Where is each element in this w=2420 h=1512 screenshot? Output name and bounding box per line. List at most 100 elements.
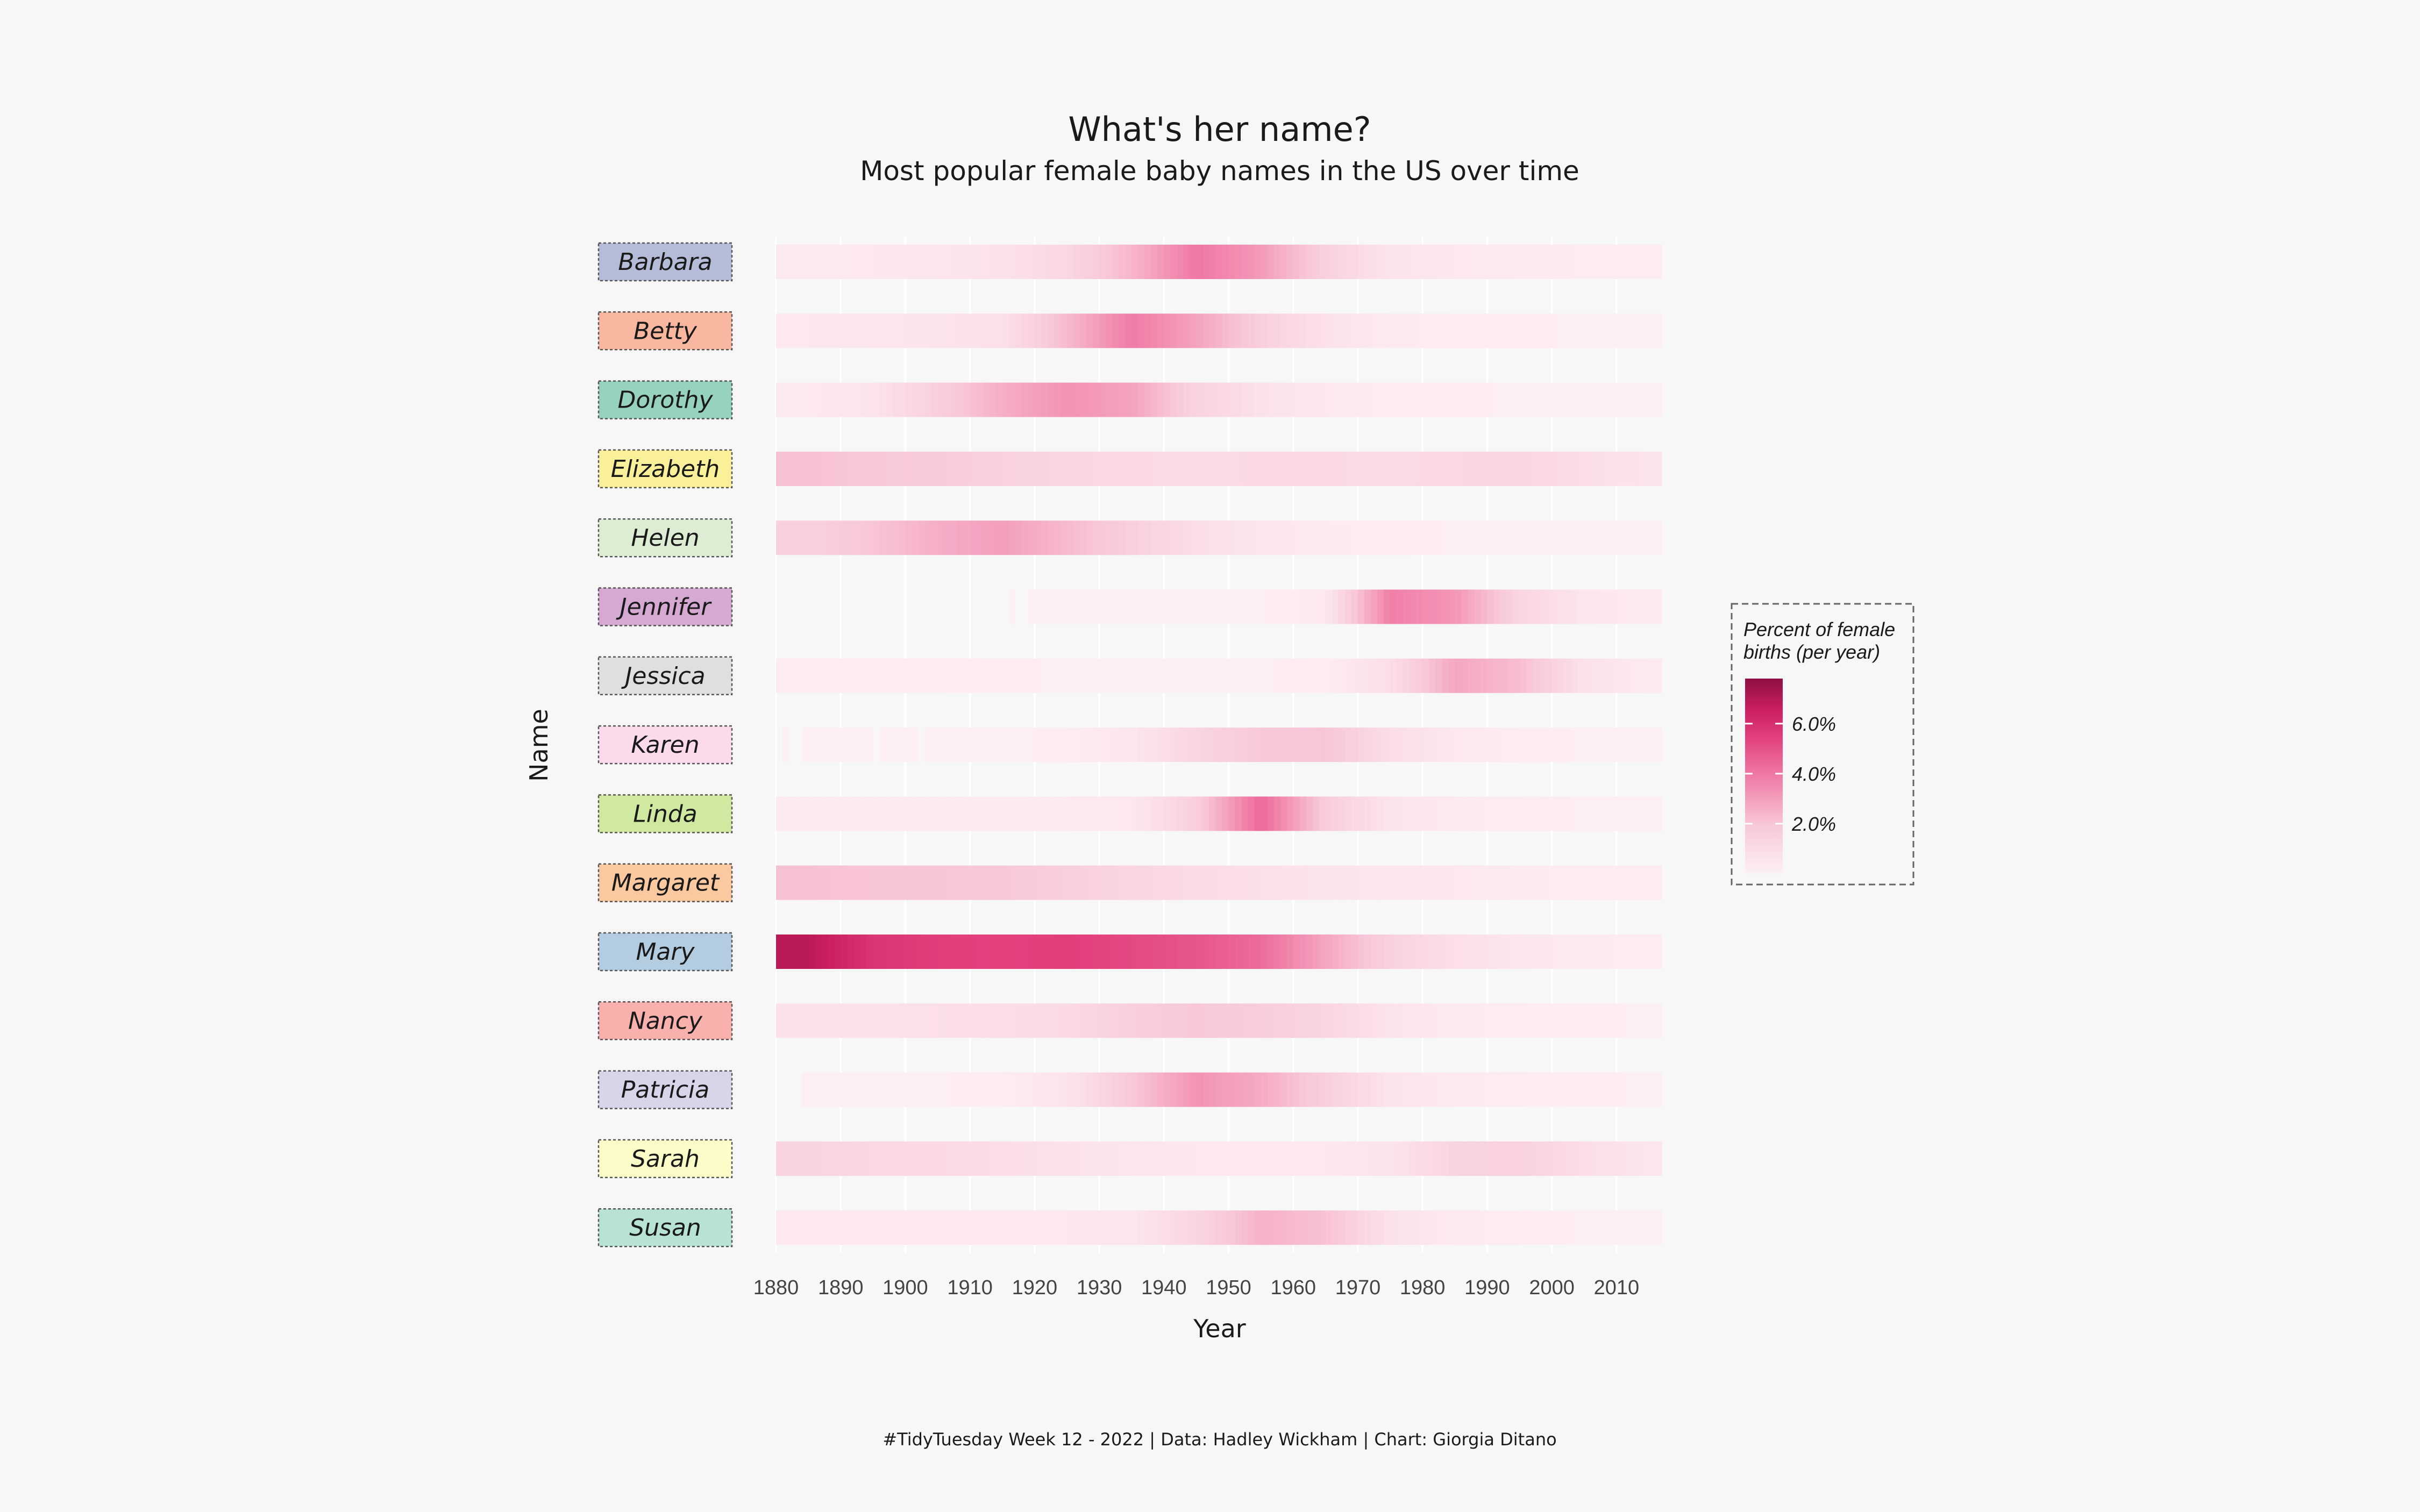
heat-cell: [1299, 313, 1307, 348]
heat-cell: [1558, 658, 1565, 693]
heat-cell: [1241, 1141, 1249, 1176]
heat-cell: [1299, 658, 1307, 693]
heat-cell: [1351, 245, 1358, 279]
heat-cell: [1170, 1141, 1177, 1176]
heat-cell: [1371, 865, 1378, 900]
heat-cell: [847, 1072, 854, 1107]
heat-cell: [1086, 658, 1093, 693]
heat-cell: [1131, 796, 1138, 831]
heat-cell: [983, 1141, 990, 1176]
heat-cell: [1622, 1072, 1630, 1107]
heat-cell: [1571, 935, 1578, 969]
heat-cell: [1073, 245, 1080, 279]
heat-cell: [1519, 451, 1527, 486]
heat-cell: [1448, 245, 1455, 279]
heat-cell: [1564, 728, 1572, 762]
heat-cell: [1635, 658, 1643, 693]
heat-cell: [1474, 1003, 1481, 1038]
heat-cell: [976, 520, 984, 555]
heat-cell: [873, 1141, 880, 1176]
heat-cell: [1448, 1072, 1455, 1107]
heat-cell: [1493, 935, 1501, 969]
heat-cell: [1506, 520, 1514, 555]
heat-cell: [1273, 245, 1281, 279]
heat-cell: [1254, 1141, 1262, 1176]
heat-cell: [995, 1210, 1003, 1245]
heat-cell: [976, 1072, 984, 1107]
heat-cell: [1545, 865, 1553, 900]
heat-cell: [1403, 865, 1410, 900]
heat-cell: [1080, 1210, 1087, 1245]
heat-cell: [1157, 1210, 1164, 1245]
heat-cell: [1306, 451, 1313, 486]
heat-cell: [841, 451, 848, 486]
heat-cell: [1119, 865, 1126, 900]
heat-cell: [912, 451, 919, 486]
heat-cell: [995, 245, 1003, 279]
heat-cell: [1054, 1210, 1061, 1245]
name-labels: BarbaraBettyDorothyElizabethHelenJennife…: [597, 242, 733, 1247]
heat-cell: [950, 313, 958, 348]
heat-cell: [1519, 728, 1527, 762]
heat-cell: [1629, 520, 1636, 555]
heat-cell: [1106, 1003, 1113, 1038]
heat-cell: [1371, 728, 1378, 762]
heatmap-rows: [776, 245, 1662, 1245]
heat-cell: [1403, 520, 1410, 555]
heat-cell: [1338, 865, 1346, 900]
heat-cell: [1539, 451, 1546, 486]
heat-cell: [1642, 589, 1649, 624]
heat-cell: [1629, 451, 1636, 486]
heat-cell: [1209, 728, 1216, 762]
heat-cell: [776, 1003, 783, 1038]
heat-cell: [1209, 245, 1216, 279]
heat-cell: [782, 935, 789, 969]
heat-cell: [1519, 658, 1527, 693]
heat-cell: [1655, 382, 1662, 417]
x-tick-label: 1970: [1335, 1276, 1381, 1299]
heat-cell: [1532, 1141, 1540, 1176]
heat-cell: [1506, 1141, 1514, 1176]
heat-cell: [1054, 245, 1061, 279]
heat-cell: [892, 1003, 900, 1038]
heat-cell: [1183, 382, 1191, 417]
heat-cell: [963, 520, 971, 555]
heat-cell: [1332, 451, 1339, 486]
name-label-box: [597, 311, 733, 351]
heat-cell: [1138, 313, 1145, 348]
heat-cell: [1248, 865, 1255, 900]
heat-cell: [931, 796, 938, 831]
heat-cell: [1635, 865, 1643, 900]
heat-cell: [1635, 313, 1643, 348]
heat-cell: [1403, 658, 1410, 693]
heat-cell: [1280, 1141, 1287, 1176]
name-label-text: Susan: [629, 1214, 701, 1242]
heat-cell: [1332, 1072, 1339, 1107]
heat-cell: [808, 865, 815, 900]
heat-cell: [1597, 589, 1604, 624]
heat-cell: [1564, 1003, 1572, 1038]
heat-cell: [1228, 313, 1236, 348]
heat-cell: [1610, 1141, 1617, 1176]
heat-cell: [1099, 796, 1106, 831]
heat-cell: [1015, 245, 1022, 279]
heat-cell: [1493, 382, 1501, 417]
heat-cell: [892, 728, 900, 762]
heat-cell: [834, 313, 841, 348]
heat-cell: [918, 796, 926, 831]
heat-cell: [1261, 1210, 1268, 1245]
heat-cell: [1312, 1210, 1320, 1245]
heat-cell: [1248, 935, 1255, 969]
heat-cell: [976, 382, 984, 417]
heat-cell: [944, 451, 951, 486]
heat-cell: [879, 1210, 886, 1245]
heat-cell: [1306, 1003, 1313, 1038]
heat-cell: [1073, 658, 1080, 693]
heat-cell: [1571, 865, 1578, 900]
heat-cell: [879, 1141, 886, 1176]
heat-cell: [1603, 520, 1611, 555]
heat-cell: [1293, 935, 1300, 969]
name-label-linda: Linda: [597, 794, 733, 833]
heat-cell: [1215, 728, 1223, 762]
heat-cell: [1487, 1072, 1494, 1107]
